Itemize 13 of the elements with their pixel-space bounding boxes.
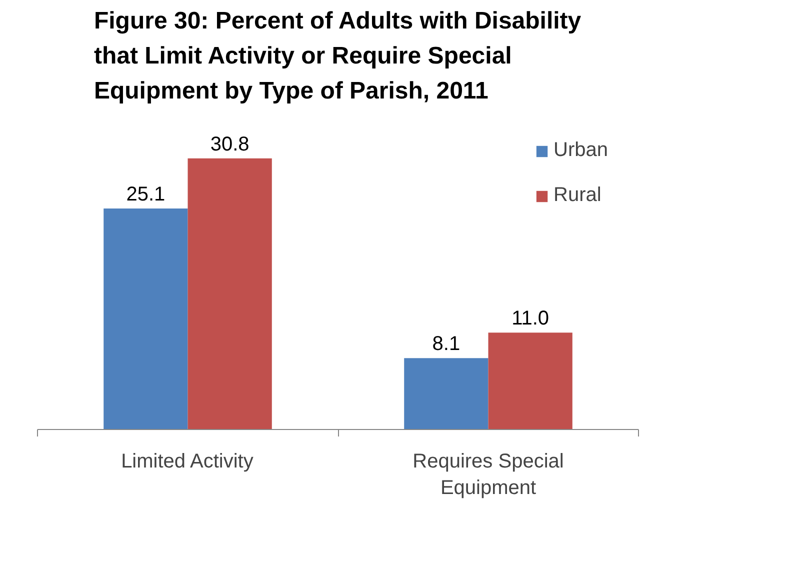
legend-label: Urban — [554, 139, 608, 162]
x-tick-label: Requires Special Equipment — [412, 450, 564, 499]
chart-title: Figure 30: Percent of Adults with Disability that Limit Activity or Require Special Equipment by Type of Parish, 2011 — [94, 7, 582, 104]
data-label: 11.0 — [512, 308, 550, 330]
x-tick-label: Limited Activity — [121, 450, 254, 472]
bar — [404, 358, 488, 430]
data-label: 8.1 — [432, 333, 460, 356]
bar — [488, 332, 572, 430]
bar — [188, 158, 272, 430]
bar — [104, 208, 188, 430]
legend-label: Rural — [554, 184, 602, 207]
data-label: 25.1 — [126, 184, 166, 206]
data-label: 30.8 — [210, 133, 250, 156]
